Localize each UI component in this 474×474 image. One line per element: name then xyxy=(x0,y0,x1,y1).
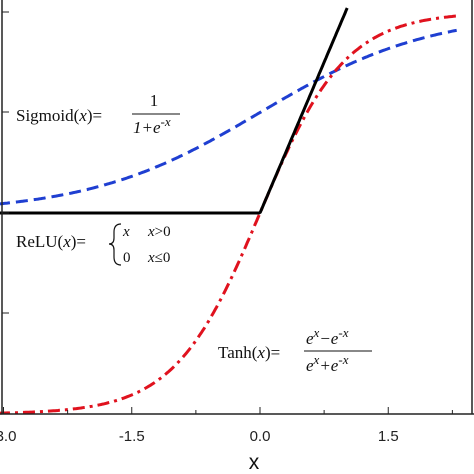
sigmoid-numerator: 1 xyxy=(150,91,159,110)
sigmoid-formula: Sigmoid(x)= 1 1+e-x xyxy=(16,91,180,137)
tanh-numerator-a-exponent: x xyxy=(313,325,320,340)
sigmoid-denominator-exponent: -x xyxy=(161,114,171,129)
x-tick-label: -3.0 xyxy=(0,428,16,445)
tanh-formula-lhs: Tanh( xyxy=(218,343,258,362)
x-tick-label: -1.5 xyxy=(119,428,145,445)
relu-case1-cond: >0 xyxy=(155,224,171,240)
sigmoid-series-line xyxy=(0,28,457,206)
sigmoid-formula-rhs: )= xyxy=(87,106,102,125)
tanh-denominator-a: e xyxy=(306,356,314,375)
relu-formula: ReLU(x)= x x>0 0 x≤0 xyxy=(16,223,171,266)
relu-formula-lhs: ReLU( xyxy=(16,232,64,251)
tanh-numerator-sep: −e xyxy=(319,329,338,348)
tanh-formula-rhs: )= xyxy=(265,343,280,362)
relu-case2-value: 0 xyxy=(123,250,131,266)
relu-case1-cond-var: x xyxy=(147,224,155,240)
relu-case2-cond: ≤0 xyxy=(155,250,171,266)
svg-text:ReLU(x)=: ReLU(x)= xyxy=(16,232,86,251)
svg-text:x≤0: x≤0 xyxy=(147,250,170,266)
tanh-denominator-b-exponent: -x xyxy=(338,352,348,367)
relu-case2-cond-var: x xyxy=(147,250,155,266)
relu-series-line xyxy=(0,7,349,215)
x-ticks-group: -3.0 -1.5 0.0 1.5 xyxy=(0,407,453,445)
relu-formula-var: x xyxy=(62,232,71,251)
tanh-denominator-sep: +e xyxy=(319,356,338,375)
svg-text:x>0: x>0 xyxy=(147,224,171,240)
tanh-series-line xyxy=(0,14,457,415)
svg-text:ex−e-x: ex−e-x xyxy=(306,325,349,348)
tanh-formula: Tanh(x)= ex−e-x ex+e-x xyxy=(218,325,372,375)
relu-formula-rhs: )= xyxy=(71,232,86,251)
svg-text:1+e-x: 1+e-x xyxy=(133,114,171,137)
tanh-denominator-a-exponent: x xyxy=(313,352,320,367)
x-tick-label: 0.0 xyxy=(250,428,271,445)
x-axis-title: x xyxy=(249,451,260,474)
svg-text:Sigmoid(x)=: Sigmoid(x)= xyxy=(16,106,102,125)
relu-brace xyxy=(108,223,122,266)
x-tick-label: 1.5 xyxy=(378,428,399,445)
tanh-numerator-a: e xyxy=(306,329,314,348)
sigmoid-formula-var: x xyxy=(78,106,87,125)
tanh-formula-var: x xyxy=(256,343,265,362)
relu-case1-value: x xyxy=(122,224,130,240)
sigmoid-denominator: 1+e xyxy=(133,118,161,137)
svg-text:ex+e-x: ex+e-x xyxy=(306,352,349,375)
sigmoid-formula-lhs: Sigmoid( xyxy=(16,106,80,125)
svg-text:Tanh(x)=: Tanh(x)= xyxy=(218,343,280,362)
tanh-numerator-b-exponent: -x xyxy=(338,325,348,340)
